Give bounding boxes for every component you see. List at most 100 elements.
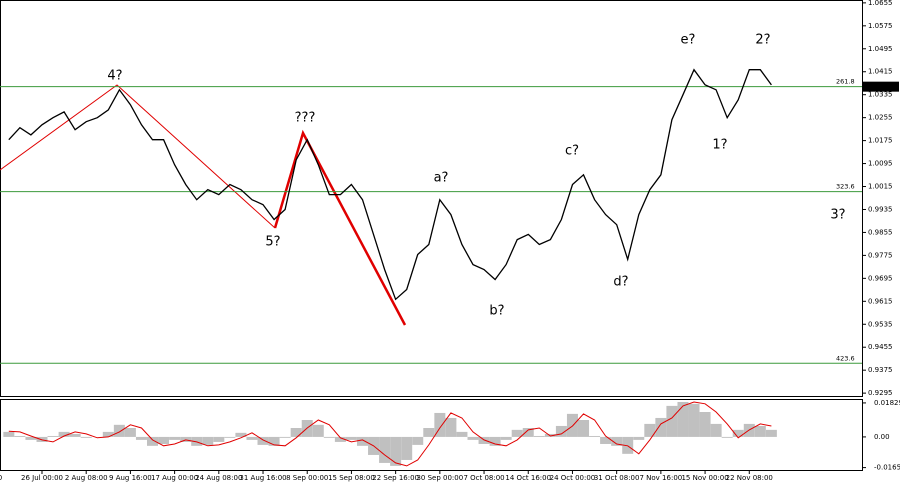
x-tick-label: 17 Aug 00:00 — [151, 474, 198, 482]
x-tick-label: 15 Nov 00:00 — [681, 474, 728, 482]
level-label: 261.8 — [836, 78, 855, 86]
y-tick-label: 0.9855 — [868, 228, 893, 236]
y-tick-label: 0.9535 — [868, 320, 893, 328]
y-tick-label: 1.0495 — [868, 45, 893, 53]
oscillator-bar — [257, 436, 269, 445]
wave-label: e? — [681, 33, 696, 48]
oscillator-bar — [467, 436, 479, 440]
y-tick-label: 1.0255 — [868, 114, 893, 122]
oscillator-bar — [147, 436, 159, 446]
oscillator-bar — [124, 427, 136, 437]
y-tick-label: 1.0415 — [868, 68, 893, 76]
wave-line — [273, 129, 407, 326]
y-tick-label: 1.0655 — [868, 0, 893, 7]
oscillator-bar — [80, 436, 92, 438]
y-tick-label: 0.9935 — [868, 205, 893, 213]
oscillator-bar — [334, 436, 346, 442]
oscillator-bar — [655, 417, 667, 437]
oscillator-bar — [345, 436, 357, 440]
oscillator-bar — [699, 412, 711, 437]
x-tick-label: 22 Nov 08:00 — [726, 474, 773, 482]
wave-label: 4? — [107, 69, 122, 84]
oscillator-bar — [732, 429, 744, 437]
y-tick-label: 0.9455 — [868, 343, 893, 351]
y-tick-label: 0.00 — [874, 433, 890, 441]
y-tick-label: 0.9775 — [868, 251, 893, 259]
oscillator-bar — [279, 436, 291, 438]
oscillator-bar — [533, 435, 545, 437]
oscillator-bar — [102, 431, 114, 437]
oscillator-bar — [58, 431, 70, 437]
oscillator-bar — [235, 432, 247, 437]
x-tick-label: 7 Oct 08:00 — [463, 474, 504, 482]
wave-label: d? — [613, 275, 628, 290]
last-price-label: 1.0363 — [868, 83, 893, 91]
oscillator-bar — [401, 436, 413, 460]
price-panel — [0, 0, 863, 397]
y-tick-label: 1.0095 — [868, 160, 893, 168]
oscillator-bar — [323, 436, 335, 438]
oscillator-bar — [390, 436, 402, 466]
last-price-box — [863, 81, 899, 92]
oscillator-bar — [69, 433, 81, 437]
x-tick-label: 24 Oct 00:00 — [550, 474, 596, 482]
x-tick-label: 2 Aug 08:00 — [65, 474, 108, 482]
oscillator-bar — [224, 436, 236, 438]
oscillator-bar — [312, 424, 324, 437]
y-tick-label: 0.9375 — [868, 366, 893, 374]
wave-label: ??? — [295, 111, 316, 126]
x-tick-label: 24 Aug 08:00 — [195, 474, 242, 482]
oscillator-bar — [754, 425, 766, 437]
y-tick-label: 0.9695 — [868, 274, 893, 282]
oscillator-bar — [356, 436, 368, 446]
y-tick-label: 0.9295 — [868, 389, 893, 397]
x-tick-label: 22 Sep 16:00 — [372, 474, 419, 482]
oscillator-bar — [445, 417, 457, 437]
oscillator-bar — [611, 436, 623, 446]
x-tick-label: 31 Oct 08:00 — [594, 474, 640, 482]
oscillator-bar — [644, 423, 656, 437]
wave-label: c? — [565, 144, 579, 159]
oscillator-bar — [578, 420, 590, 437]
oscillator-bar — [290, 427, 302, 437]
y-tick-label: 1.0015 — [868, 183, 893, 191]
x-tick-label: 15 Sep 08:00 — [328, 474, 375, 482]
oscillator-bar — [169, 436, 181, 440]
oscillator-bar — [677, 401, 689, 437]
y-tick-label: 1.0175 — [868, 137, 893, 145]
oscillator-bar — [721, 436, 733, 438]
x-tick-label: 26 Jul 00:00 — [21, 474, 63, 482]
oscillator-bar — [412, 436, 424, 445]
x-tick-label: 30 Sep 00:00 — [416, 474, 463, 482]
oscillator-bar — [456, 431, 468, 437]
x-tick-label: 14 Oct 16:00 — [505, 474, 551, 482]
oscillator-bar — [268, 436, 280, 446]
oscillator-bar — [765, 429, 777, 437]
x-tick-label: 8 Sep 00:00 — [286, 474, 328, 482]
wave-label: 3? — [830, 208, 845, 223]
oscillator-bar — [555, 425, 567, 437]
oscillator-bar — [589, 435, 601, 437]
wave-label: b? — [489, 304, 504, 319]
x-tick-label: 7 Nov 16:00 — [639, 474, 682, 482]
y-tick-label: 1.0575 — [868, 22, 893, 30]
wave-line — [0, 84, 276, 229]
level-label: 323.6 — [836, 183, 855, 191]
oscillator-bar — [434, 412, 446, 437]
y-tick-label: 0.9615 — [868, 297, 893, 305]
oscillator-bar — [666, 405, 678, 437]
oscillator-bar — [246, 436, 258, 440]
y-tick-label: 1.0335 — [868, 91, 893, 99]
x-tick-label: 9 Aug 16:00 — [109, 474, 152, 482]
oscillator-bar — [25, 436, 37, 440]
y-tick-label: -0.01651 — [874, 464, 900, 472]
wave-label: 2? — [755, 33, 770, 48]
oscillator-bar — [500, 436, 512, 440]
oscillator-bar — [423, 427, 435, 437]
y-tick-label: 0.01829 — [874, 399, 900, 407]
oscillator-bar — [135, 436, 147, 440]
oscillator-bar — [489, 436, 501, 446]
oscillator-bar — [522, 427, 534, 437]
wave-label: a? — [434, 171, 449, 186]
oscillator-bar — [202, 436, 214, 445]
